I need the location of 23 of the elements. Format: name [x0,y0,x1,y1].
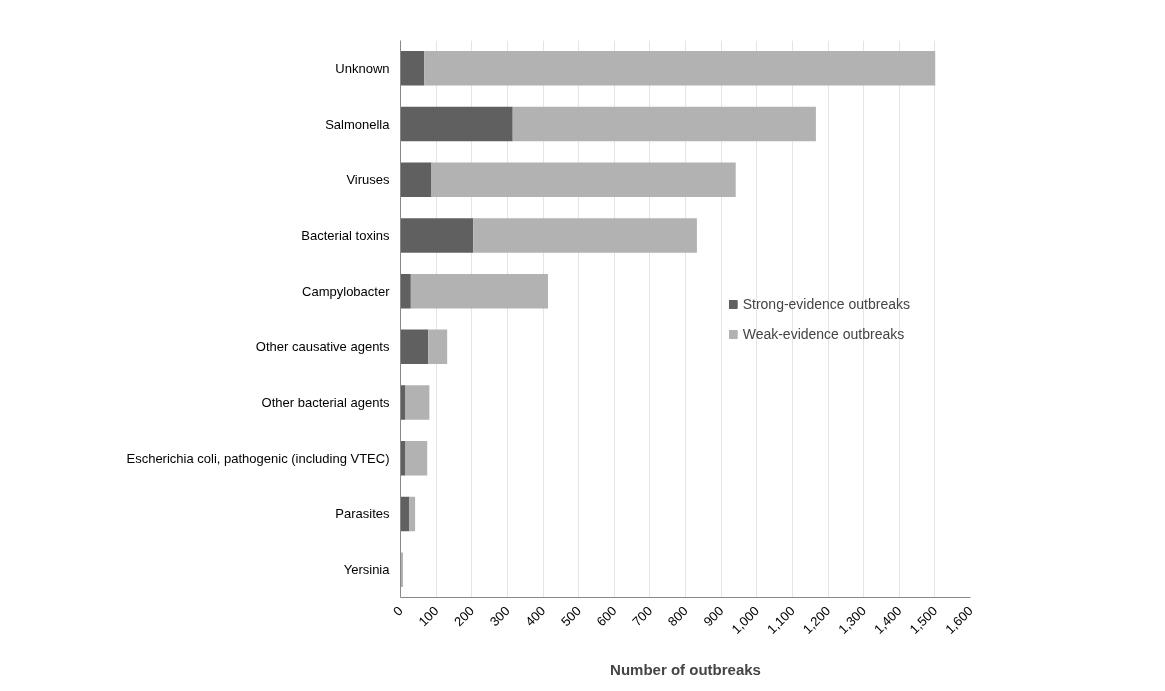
y-tick-label: Parasites [335,506,390,522]
y-tick-label: Other causative agents [255,339,390,355]
y-tick-label: Unknown [335,60,390,76]
x-tick-label: 200 [451,603,478,630]
x-tick-label: 300 [486,603,513,630]
y-tick-label: Other bacterial agents [261,395,390,411]
y-tick-label: Viruses [346,172,390,188]
x-tick-label: 900 [700,603,727,630]
y-tick-label: Escherichia coli, pathogenic (including VTEC) [126,450,390,466]
x-tick-label: 100 [415,603,442,630]
y-tick-label: Yersinia [343,562,391,578]
y-tick-label: Salmonella [325,116,391,132]
x-tick-label: 400 [522,603,549,630]
legend-label: Weak-evidence outbreaks [742,325,905,342]
x-tick-label: 600 [593,603,620,630]
y-tick-label: Bacterial toxins [301,227,390,243]
y-tick-label: Campylobacter [302,283,391,299]
legend-label: Strong-evidence outbreaks [742,295,910,312]
x-tick-label: 700 [629,603,656,630]
x-tick-label: 0 [390,603,406,619]
x-tick-label: 500 [557,603,584,630]
x-axis-title: Number of outbreaks [610,660,761,678]
x-tick-label: 800 [664,603,691,630]
